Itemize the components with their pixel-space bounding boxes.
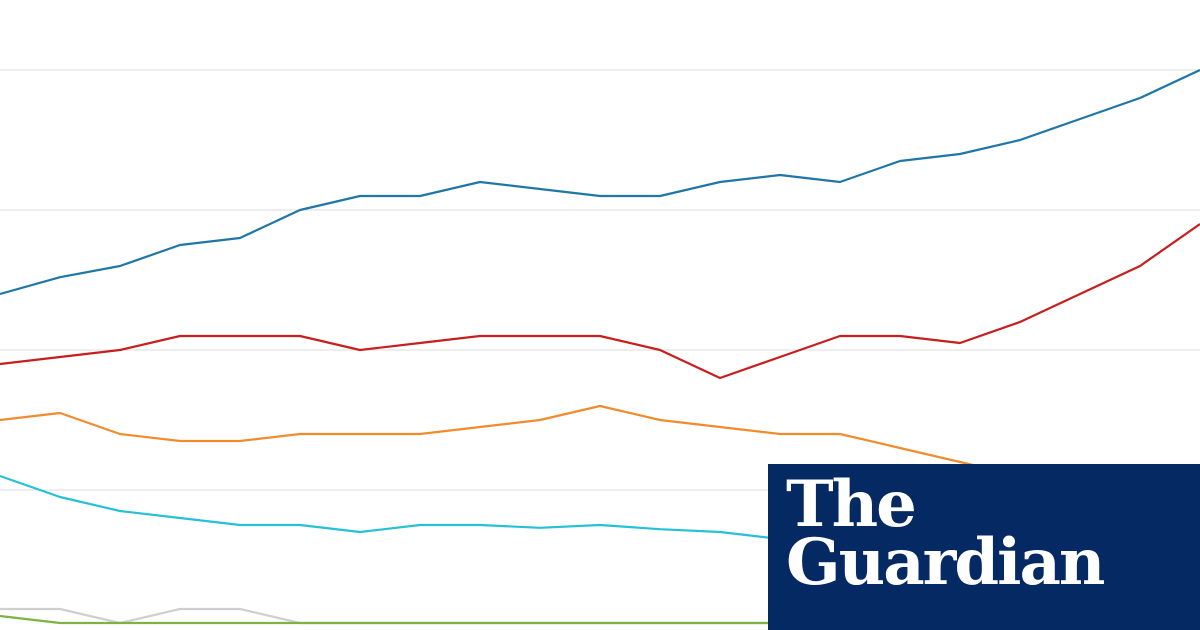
- guardian-logo: The Guardian: [786, 467, 1105, 600]
- gridlines: [0, 69, 1200, 491]
- series-line-1: [0, 223, 1200, 380]
- logo-line-1: The: [786, 467, 917, 542]
- guardian-logo-box: [768, 464, 1200, 630]
- series-line-0: [0, 69, 1200, 296]
- logo-line-2: Guardian: [786, 525, 1105, 600]
